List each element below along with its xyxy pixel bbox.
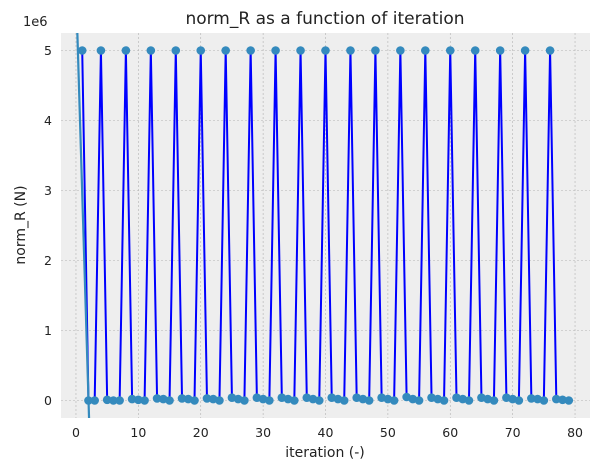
x-tick-label: 60 (442, 425, 458, 440)
tick-labels: 0 10 20 30 40 50 60 70 80 0 1 2 3 4 5 (44, 43, 583, 440)
data-point (102, 395, 112, 405)
data-point (489, 396, 499, 405)
data-point (96, 46, 106, 55)
series-layer (76, 33, 574, 418)
data-point (265, 396, 274, 405)
y-tick-label: 5 (44, 43, 52, 58)
data-point (202, 394, 212, 403)
data-point (545, 46, 555, 55)
data-point (414, 396, 424, 405)
data-point (346, 46, 355, 55)
data-point (464, 396, 474, 405)
data-point (552, 394, 561, 404)
data-point (564, 396, 574, 405)
x-tick-label: 40 (318, 425, 334, 440)
data-point (171, 46, 181, 55)
data-point (177, 394, 187, 403)
data-point (527, 394, 536, 403)
x-tick-label: 70 (505, 425, 521, 440)
x-axis-label: iteration (-) (285, 445, 365, 461)
data-point (134, 395, 143, 405)
data-point (121, 46, 131, 55)
data-point (115, 396, 124, 405)
x-tick-label: 30 (255, 425, 271, 440)
data-point (364, 396, 374, 405)
data-point (514, 396, 524, 405)
data-point (421, 46, 430, 55)
x-tick-label: 0 (72, 425, 80, 440)
data-point (165, 396, 174, 405)
data-point (296, 46, 305, 55)
x-tick-label: 10 (130, 425, 146, 440)
data-point (196, 46, 206, 55)
y-tick-label: 0 (44, 393, 52, 408)
x-tick-label: 80 (567, 425, 583, 440)
data-point (371, 46, 380, 55)
data-point (339, 396, 349, 405)
data-point (140, 396, 149, 405)
data-point (396, 46, 405, 55)
y-axis-scale-label: 1e6 (23, 15, 48, 30)
data-point (271, 46, 280, 55)
data-point (246, 46, 255, 55)
data-point (389, 396, 399, 405)
chart-title: norm_R as a function of iteration (185, 9, 464, 29)
x-tick-label: 50 (380, 425, 396, 440)
data-point (127, 394, 137, 404)
data-point (558, 395, 567, 405)
y-axis-label: norm_R (N) (13, 185, 29, 264)
y-tick-label: 2 (44, 253, 52, 268)
data-point (190, 396, 199, 405)
data-point (321, 46, 330, 55)
y-tick-label: 1 (44, 323, 52, 338)
series-line (76, 33, 91, 418)
y-tick-label: 3 (44, 183, 52, 198)
data-point (439, 396, 449, 405)
data-point (90, 396, 99, 405)
data-point (146, 46, 156, 55)
x-tick-label: 20 (193, 425, 209, 440)
data-point (520, 46, 530, 55)
data-point (470, 46, 480, 55)
data-point (152, 394, 162, 403)
data-point (314, 396, 324, 405)
data-point (445, 46, 455, 55)
data-point (215, 396, 224, 405)
y-tick-label: 4 (44, 113, 52, 128)
data-point (539, 396, 549, 405)
data-point (221, 46, 230, 55)
data-point (77, 46, 87, 55)
data-point (109, 396, 118, 405)
data-point (290, 396, 299, 405)
data-point (240, 396, 249, 405)
data-point (495, 46, 505, 55)
